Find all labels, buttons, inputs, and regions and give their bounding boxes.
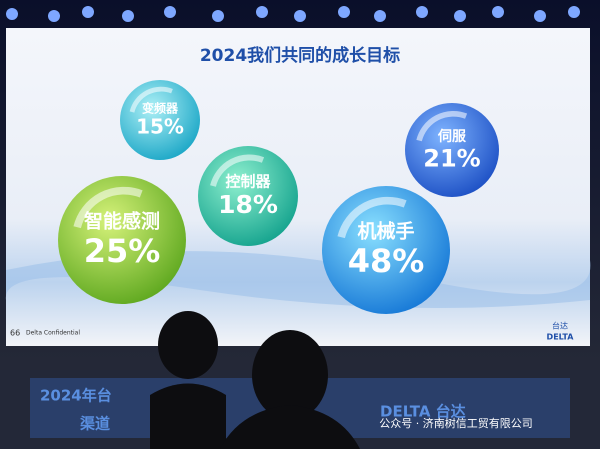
- bubble-highlight: [210, 154, 265, 187]
- bubble-label: 机械手: [357, 220, 414, 243]
- bubble-value: 21%: [423, 144, 480, 172]
- bubble-value: 48%: [348, 242, 425, 280]
- footer: Delta Confidential: [26, 330, 80, 337]
- bubble-label: 智能感测: [84, 210, 160, 233]
- bubble-label: 变频器: [142, 100, 179, 115]
- slide-title: 2024我们共同的成长目标: [200, 45, 400, 66]
- bubble-value: 18%: [218, 190, 278, 219]
- page-number: 66: [10, 329, 20, 338]
- bubble-highlight: [73, 186, 143, 229]
- bubble-highlight: [129, 86, 173, 113]
- audience: [150, 311, 360, 449]
- bubble-highlight: [416, 110, 468, 142]
- bubble-label: 伺服: [437, 128, 467, 145]
- logo-cn: 台达: [552, 321, 568, 331]
- banner-line: 渠道: [80, 415, 110, 433]
- bubble-value: 25%: [84, 232, 161, 270]
- banner-line: 2024年台: [40, 387, 112, 405]
- watermark: 公众号 · 济南树信工贸有限公司: [379, 416, 533, 430]
- bubble-label: 控制器: [225, 173, 271, 191]
- bubble-highlight: [337, 196, 407, 239]
- logo-en: DELTA: [547, 333, 575, 342]
- banner-logo: DELTA 台达: [380, 403, 466, 421]
- bubble-value: 15%: [136, 115, 184, 139]
- stage-lights: [6, 6, 580, 22]
